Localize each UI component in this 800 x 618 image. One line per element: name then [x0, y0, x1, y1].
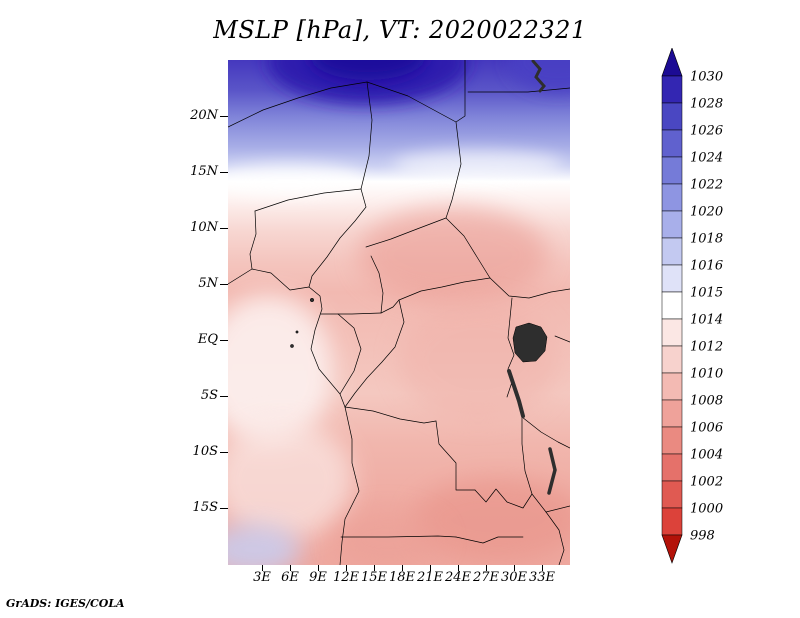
lon-tick-label: 9E — [309, 570, 327, 585]
lat-tick-label: EQ — [197, 332, 218, 347]
colorbar-label: 1024 — [690, 151, 723, 166]
lat-tick-label: 20N — [190, 108, 218, 123]
lon-tick-mark — [486, 565, 488, 571]
colorbar-segment — [661, 129, 683, 158]
colorbar-segment — [661, 399, 683, 428]
lat-tick-label: 15S — [192, 500, 218, 515]
colorbar-label: 1006 — [690, 421, 723, 436]
colorbar-segment — [661, 237, 683, 266]
lake-victoria — [512, 322, 548, 363]
colorbar-label: 998 — [690, 529, 715, 544]
lon-tick-mark — [290, 565, 292, 571]
colorbar-segment — [661, 102, 683, 131]
lon-tick-mark — [514, 565, 516, 571]
colorbar-segment — [661, 210, 683, 239]
colorbar-label: 1026 — [690, 124, 723, 139]
lat-tick-mark — [220, 396, 228, 398]
colorbar-label: 1030 — [690, 70, 723, 85]
colorbar-segment — [661, 264, 683, 293]
colorbar-segment — [661, 372, 683, 401]
colorbar-label: 1000 — [690, 502, 723, 517]
colorbar-label: 1016 — [690, 259, 723, 274]
colorbar-label: 1014 — [690, 313, 723, 328]
colorbar-segment — [661, 183, 683, 212]
lat-tick-mark — [220, 228, 228, 230]
lon-tick-mark — [430, 565, 432, 571]
colorbar-segment — [661, 156, 683, 185]
lon-tick-label: 15E — [360, 570, 388, 585]
map-plot — [228, 60, 570, 565]
lon-tick-mark — [402, 565, 404, 571]
lon-tick-label: 3E — [253, 570, 271, 585]
lon-tick-mark — [262, 565, 264, 571]
colorbar-segment — [661, 345, 683, 374]
colorbar-label: 1012 — [690, 340, 723, 355]
colorbar-segment — [661, 291, 683, 320]
attribution: GrADS: IGES/COLA — [6, 597, 125, 610]
colorbar-segment — [661, 318, 683, 347]
island-sao-tome — [290, 344, 294, 348]
lon-tick-label: 24E — [444, 570, 472, 585]
lat-tick-mark — [220, 340, 228, 342]
colorbar-label: 1004 — [690, 448, 723, 463]
lat-tick-mark — [220, 508, 228, 510]
lon-tick-label: 6E — [281, 570, 299, 585]
lon-tick-mark — [374, 565, 376, 571]
colorbar-segment — [661, 507, 683, 536]
coastline — [228, 268, 360, 565]
colorbar-label: 1010 — [690, 367, 723, 382]
lat-tick-label: 5S — [200, 388, 218, 403]
colorbar-segment — [661, 453, 683, 482]
lon-tick-mark — [318, 565, 320, 571]
colorbar-label: 1028 — [690, 97, 723, 112]
lon-tick-label: 30E — [500, 570, 528, 585]
colorbar-label: 1015 — [690, 286, 723, 301]
red-sea-coast — [531, 60, 546, 93]
lon-tick-label: 21E — [416, 570, 444, 585]
colorbar-label: 1008 — [690, 394, 723, 409]
lon-tick-label: 33E — [528, 570, 556, 585]
lon-tick-label: 27E — [472, 570, 500, 585]
lon-tick-mark — [458, 565, 460, 571]
lon-tick-label: 18E — [388, 570, 416, 585]
lon-tick-mark — [346, 565, 348, 571]
colorbar-label: 1020 — [690, 205, 723, 220]
chart-title: MSLP [hPa], VT: 2020022321 — [213, 16, 587, 44]
lat-tick-label: 10S — [192, 444, 218, 459]
lat-tick-label: 15N — [190, 164, 218, 179]
lakes-and-islands — [290, 60, 557, 495]
colorbar-arrow-bottom — [661, 534, 683, 564]
colorbar-label: 1022 — [690, 178, 723, 193]
country-borders — [228, 60, 570, 565]
lat-tick-mark — [220, 172, 228, 174]
lat-tick-mark — [220, 116, 228, 118]
lat-tick-mark — [220, 284, 228, 286]
island-principe — [295, 330, 299, 334]
lat-tick-mark — [220, 452, 228, 454]
lon-tick-label: 12E — [332, 570, 360, 585]
lat-tick-label: 5N — [198, 276, 218, 291]
colorbar-segment — [661, 75, 683, 104]
lon-tick-mark — [542, 565, 544, 571]
colorbar-segment — [661, 426, 683, 455]
island-bioko — [309, 297, 315, 303]
colorbar-arrow-top — [661, 48, 683, 77]
lake-tanganyika — [507, 369, 525, 418]
colorbar-label: 1002 — [690, 475, 723, 490]
colorbar: 1030 1028 1026 1024 1022 1020 1018 1016 1015 1014… — [661, 48, 723, 564]
colorbar-segment — [661, 480, 683, 509]
lake-malawi — [547, 447, 557, 495]
colorbar-label: 1018 — [690, 232, 723, 247]
lat-tick-label: 10N — [190, 220, 218, 235]
